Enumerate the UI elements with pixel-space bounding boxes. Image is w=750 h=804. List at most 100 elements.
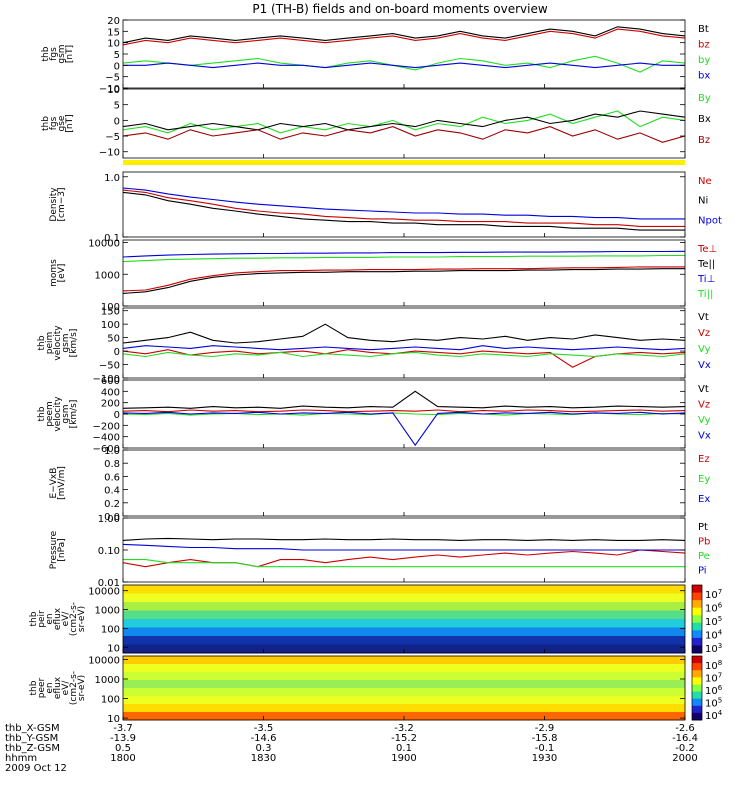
- y-axis-label: eV/: [61, 611, 71, 627]
- legend-label: Vy: [698, 415, 711, 426]
- spectrogram-band: [123, 688, 685, 697]
- y-tick-label: 1.00: [98, 514, 120, 525]
- series-line-Vz: [122, 349, 686, 368]
- spectrogram-band: [123, 680, 685, 689]
- legend-label: Pe: [698, 551, 710, 562]
- x-tick-label: 2000: [672, 753, 697, 764]
- legend-label: Vy: [698, 344, 711, 355]
- colorbar-label: 107: [705, 588, 722, 601]
- y-tick-label: 0.0: [104, 512, 120, 523]
- panel-frame: [122, 239, 686, 307]
- y-tick-label: −400: [93, 433, 120, 444]
- panel-frame: [122, 307, 686, 379]
- y-axis-label: sr-eV): [77, 606, 87, 632]
- y-tick-label: 100: [101, 624, 120, 635]
- series-line-Vx: [122, 345, 686, 351]
- series-line-Vy: [122, 351, 686, 358]
- y-axis-label: en: [45, 613, 55, 624]
- y-tick-label: 0: [114, 116, 120, 127]
- y-tick-label: 10: [107, 714, 120, 725]
- colorbar-segment: [692, 600, 702, 609]
- x-tick-label: -3.7: [113, 723, 133, 734]
- series-line-Bx: [122, 110, 686, 131]
- spectrogram-band: [123, 610, 685, 620]
- y-axis-label: Pressure: [49, 530, 59, 569]
- y-axis-label: [nT]: [65, 114, 75, 132]
- legend-label: Te||: [697, 259, 715, 270]
- y-tick-label: 600: [101, 376, 120, 387]
- y-axis-label: peim: [45, 332, 55, 355]
- y-tick-label: 400: [101, 387, 120, 398]
- y-tick-label: 0: [114, 61, 120, 72]
- panel-frame: [122, 449, 686, 517]
- series-line-By: [122, 110, 686, 134]
- y-axis-label: gsm: [57, 44, 67, 63]
- y-tick-label: 200: [101, 399, 120, 410]
- spectrogram-band: [123, 627, 685, 637]
- x-tick-label: -15.8: [532, 733, 558, 744]
- y-axis-label: Density: [49, 187, 59, 222]
- y-tick-label: −5: [105, 132, 120, 143]
- legend-label: Vx: [698, 360, 711, 371]
- x-tick-label: 0.3: [256, 743, 272, 754]
- spectrogram-band: [123, 664, 685, 673]
- legend-label: Pt: [698, 522, 708, 533]
- colorbar-segment: [692, 645, 702, 654]
- x-tick-label: -3.5: [254, 723, 274, 734]
- y-axis-label: fgs: [49, 116, 59, 130]
- x-tick-label: 1830: [251, 753, 276, 764]
- spectrogram-band: [123, 636, 685, 645]
- legend-label: by: [698, 55, 710, 66]
- legend-label: Ni: [698, 196, 708, 207]
- y-tick-label: 0.1: [104, 233, 120, 244]
- y-tick-label: 50: [107, 334, 120, 345]
- legend-label: Vz: [698, 400, 710, 411]
- y-axis-label: [nT]: [65, 45, 75, 63]
- y-tick-label: 0.01: [98, 578, 120, 589]
- y-axis-label: thb: [29, 680, 39, 695]
- y-tick-label: 10000: [88, 655, 120, 666]
- y-axis-label: peir: [37, 610, 47, 628]
- y-axis-label: velocity: [53, 325, 63, 361]
- colorbar-segment: [692, 698, 702, 707]
- legend-label: Ti||: [697, 289, 713, 300]
- spectrogram-band: [123, 585, 685, 594]
- spectrogram-band: [123, 672, 685, 681]
- series-line-Te||: [122, 268, 685, 294]
- colorbar-frame: [691, 655, 703, 721]
- y-axis-label: sr-eV): [77, 675, 87, 701]
- colorbar-segment: [692, 622, 702, 631]
- series-line-bz: [122, 28, 686, 46]
- x-tick-label: -2.6: [675, 723, 695, 734]
- legend-label: Pb: [698, 537, 710, 548]
- series-line-bx: [123, 62, 685, 69]
- legend-label: Ti⊥: [697, 274, 715, 285]
- series-line-Pi: [122, 543, 685, 551]
- colorbar-segment: [692, 607, 702, 616]
- y-axis-label: eV/: [61, 680, 71, 696]
- spectrogram-band: [123, 704, 685, 713]
- y-tick-label: −5: [105, 73, 120, 84]
- y-axis-label: en: [45, 682, 55, 693]
- y-axis-label: [nPa]: [57, 538, 67, 561]
- y-tick-label: 100: [101, 695, 120, 706]
- y-tick-label: 150: [101, 307, 120, 318]
- y-axis-label: gsm: [61, 404, 71, 423]
- series-line-Ne: [122, 189, 685, 227]
- series-line-by: [122, 55, 686, 73]
- y-tick-label: 10000: [88, 239, 120, 250]
- colorbar-label: 104: [705, 709, 723, 722]
- y-tick-label: 1.0: [104, 446, 120, 457]
- x-axis-row-name: thb_Y-GSM: [5, 733, 58, 744]
- panel-frame: [122, 171, 686, 238]
- y-axis-label: [km/s]: [69, 329, 79, 358]
- y-tick-label: 0.4: [104, 486, 120, 497]
- colorbar-label: 104: [705, 629, 723, 642]
- colorbar-segment: [692, 677, 702, 685]
- legend-label: Bt: [698, 24, 709, 35]
- y-axis-label: thb: [37, 406, 47, 421]
- series-line-Bt: [122, 26, 686, 44]
- y-axis-label: thb: [41, 46, 51, 61]
- x-tick-label: -0.2: [675, 743, 695, 754]
